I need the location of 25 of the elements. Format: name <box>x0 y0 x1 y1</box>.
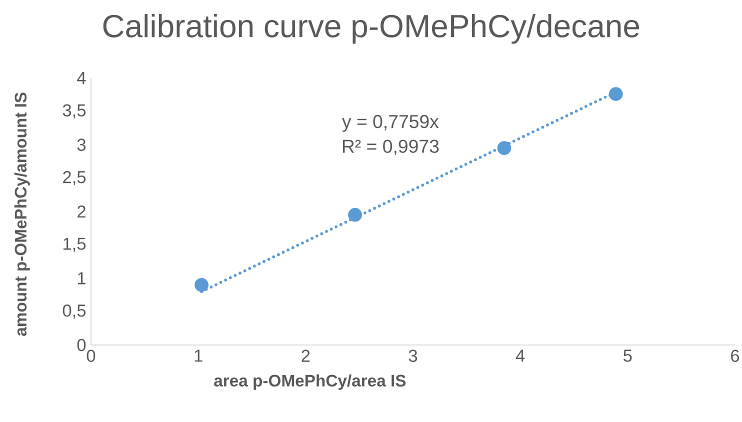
y-tick-label: 1 <box>78 272 86 284</box>
point <box>608 87 623 101</box>
x-tick-label: 5 <box>624 350 632 362</box>
point <box>348 208 362 222</box>
annotation: R² = 0,9973 <box>342 140 439 156</box>
y-tick-label: 2 <box>78 205 86 218</box>
chart-title: Calibration curve p-OMePhCy/decane <box>103 14 640 44</box>
y-tick-label: 3 <box>77 138 86 151</box>
point <box>194 278 208 292</box>
y-tick-label: 0 <box>77 338 86 352</box>
y-axis-title: amount p-OMePhCy/amount IS <box>14 92 30 336</box>
x-tick-label: 1 <box>194 350 202 362</box>
y-tick-label: 0,5 <box>62 304 86 319</box>
y-tick-label: 4 <box>77 72 86 84</box>
x-tick-label: 4 <box>516 350 525 362</box>
point <box>497 141 512 156</box>
annotation: y = 0,7759x <box>342 114 439 132</box>
y-tick-label: 2,5 <box>63 170 86 186</box>
y-tick-label: 3,5 <box>62 104 86 119</box>
y-tick-label: 1,5 <box>64 238 86 252</box>
x-tick-label: 2 <box>302 350 310 362</box>
x-tick-label: 0 <box>86 350 96 362</box>
x-axis-title: area p-OMePhCy/area IS <box>214 374 406 390</box>
x-tick-label: 6 <box>731 350 740 362</box>
x-tick-label: 3 <box>408 350 418 362</box>
